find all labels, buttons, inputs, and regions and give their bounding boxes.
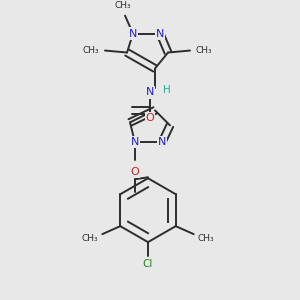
Text: CH₃: CH₃ xyxy=(115,1,131,10)
Text: CH₃: CH₃ xyxy=(82,234,99,243)
Text: CH₃: CH₃ xyxy=(83,46,99,55)
Text: CH₃: CH₃ xyxy=(197,234,214,243)
Text: N: N xyxy=(146,88,154,98)
Text: N: N xyxy=(158,137,166,147)
Text: O: O xyxy=(130,167,140,177)
Text: N: N xyxy=(156,28,164,39)
Text: Cl: Cl xyxy=(143,259,153,269)
Text: N: N xyxy=(129,28,137,39)
Text: H: H xyxy=(163,85,171,95)
Text: O: O xyxy=(146,113,154,123)
Text: CH₃: CH₃ xyxy=(196,46,212,55)
Text: N: N xyxy=(131,137,139,147)
